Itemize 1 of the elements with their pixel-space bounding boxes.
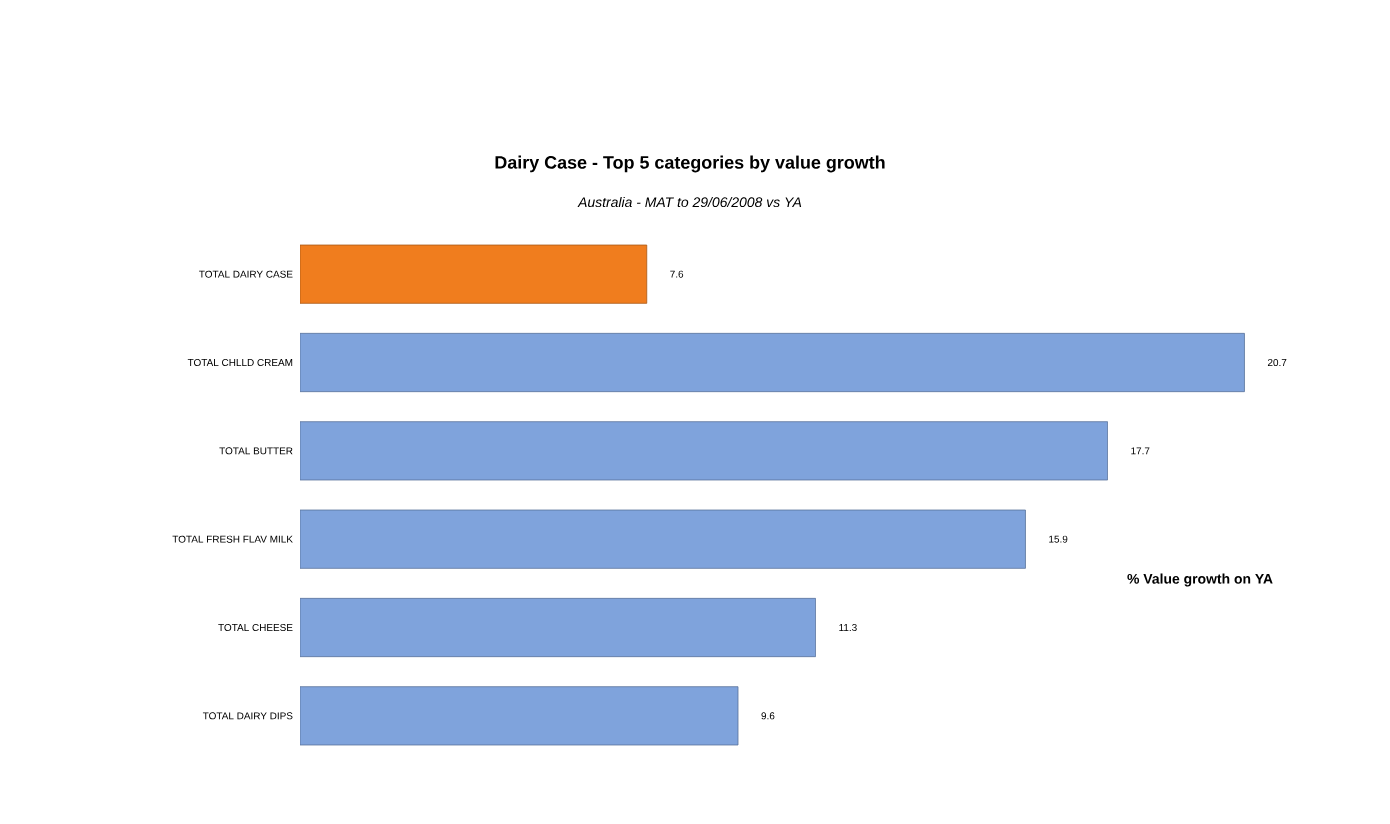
chart-title: Dairy Case - Top 5 categories by value growth xyxy=(495,155,885,173)
